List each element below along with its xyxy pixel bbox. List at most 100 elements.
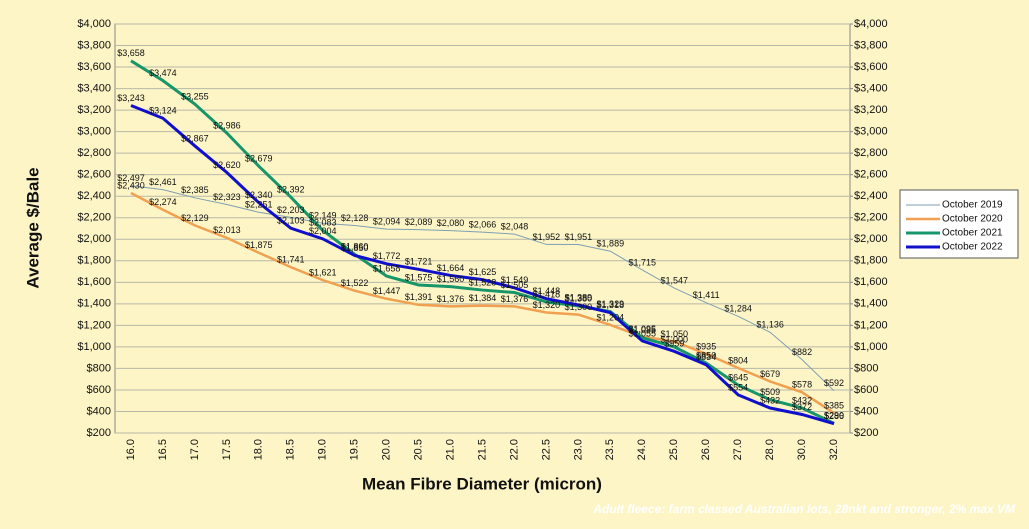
data-label: $2,128: [341, 213, 369, 223]
x-tick-label: 20.5: [412, 439, 424, 460]
series-line: [130, 59, 835, 425]
y-tick-label: $2,800: [77, 147, 111, 159]
y-tick-label: $2,600: [77, 169, 111, 181]
data-label: $3,255: [181, 92, 209, 102]
x-tick-label: 16.5: [157, 439, 169, 460]
data-label: $1,505: [501, 280, 529, 290]
data-label: $2,083: [309, 218, 337, 228]
data-label: $1,951: [565, 232, 593, 242]
series-line: [130, 104, 835, 426]
data-label: $679: [760, 369, 780, 379]
data-label: $3,474: [149, 68, 177, 78]
x-tick-label: 17.0: [189, 439, 201, 460]
data-label: $2,430: [117, 180, 145, 190]
data-label: $1,384: [469, 293, 497, 303]
data-label: $2,986: [213, 121, 241, 131]
y-tick-label: $2,000: [77, 233, 111, 245]
data-label: $1,055: [629, 328, 657, 338]
y-tick-label: $2,400: [77, 190, 111, 202]
y-tick-label: $1,400: [77, 298, 111, 310]
x-tick-label: 19.5: [349, 439, 361, 460]
data-label: $2,149: [309, 211, 337, 221]
data-label: $1,528: [469, 277, 497, 287]
data-label: $554: [728, 382, 748, 392]
data-label: $1,522: [341, 278, 369, 288]
data-label: $959: [664, 339, 684, 349]
y2-tick-label: $2,200: [854, 212, 888, 224]
series-line: [130, 191, 835, 415]
data-label: $1,447: [373, 286, 401, 296]
y2-tick-label: $3,200: [854, 104, 888, 116]
x-tick-label: 32.0: [828, 439, 840, 460]
x-tick-label: 22.5: [540, 439, 552, 460]
x-tick-label: 30.0: [796, 439, 808, 460]
data-label: $1,860: [341, 242, 369, 252]
y2-tick-label: $1,000: [854, 341, 888, 353]
data-label: $2,080: [437, 218, 465, 228]
y-axis-title: Average $/Bale: [23, 167, 42, 288]
y-tick-label: $4,000: [77, 18, 111, 30]
data-label: $1,625: [469, 267, 497, 277]
data-label: $1,741: [277, 255, 305, 265]
data-label: $3,124: [149, 106, 177, 116]
y2-tick-label: $1,400: [854, 298, 888, 310]
x-tick-label: 20.0: [381, 439, 393, 460]
footnote: Adult fleece: farm classed Australian lo…: [592, 502, 1016, 516]
x-tick-label: 21.5: [476, 439, 488, 460]
y2-tick-label: $4,000: [854, 18, 888, 30]
x-tick-label: 18.0: [253, 439, 265, 460]
y2-tick-label: $800: [854, 362, 878, 374]
data-label: $1,575: [405, 272, 433, 282]
x-tick-label: 21.0: [444, 439, 456, 460]
data-label: $1,560: [437, 274, 465, 284]
data-label: $1,875: [245, 240, 273, 250]
x-tick-label: 16.0: [125, 439, 137, 460]
data-label: $1,391: [405, 292, 433, 302]
data-label: $1,621: [309, 267, 337, 277]
y-tick-label: $800: [87, 362, 111, 374]
data-label: $1,318: [597, 300, 625, 310]
data-label: $1,664: [437, 263, 465, 273]
data-label: $1,721: [405, 257, 433, 267]
y-tick-label: $3,800: [77, 39, 111, 51]
data-label: $2,867: [181, 133, 209, 143]
data-label: $1,547: [660, 275, 688, 285]
y-tick-label: $200: [87, 427, 111, 439]
data-label: $2,385: [181, 185, 209, 195]
x-axis-title: Mean Fibre Diameter (micron): [362, 474, 602, 493]
y2-tick-label: $1,800: [854, 255, 888, 267]
y2-tick-label: $2,600: [854, 169, 888, 181]
data-label: $1,329: [597, 299, 625, 309]
data-label: $2,497: [117, 173, 145, 183]
data-label: $2,103: [277, 216, 305, 226]
x-tick-label: 17.5: [221, 439, 233, 460]
data-label: $1,000: [660, 334, 688, 344]
data-label: $432: [792, 395, 812, 405]
data-label: $1,389: [565, 292, 593, 302]
y2-tick-label: $400: [854, 405, 878, 417]
data-label: $882: [792, 347, 812, 357]
data-label: $1,320: [533, 300, 561, 310]
data-label: $385: [824, 400, 844, 410]
y-tick-label: $3,000: [77, 126, 111, 138]
data-label: $1,850: [341, 243, 369, 253]
y2-tick-label: $3,400: [854, 82, 888, 94]
data-label: $1,380: [565, 293, 593, 303]
data-label: $2,392: [277, 184, 305, 194]
y-tick-label: $3,600: [77, 61, 111, 73]
x-tick-label: 26.0: [700, 439, 712, 460]
data-label: $1,204: [597, 312, 625, 322]
data-label: $2,251: [245, 200, 273, 210]
legend-label: October 2020: [942, 214, 1003, 225]
y2-tick-label: $600: [854, 384, 878, 396]
data-label: $509: [760, 387, 780, 397]
data-label: $1,448: [533, 286, 561, 296]
data-label: $2,066: [469, 220, 497, 230]
data-label: $2,203: [277, 205, 305, 215]
data-label: $1,095: [629, 324, 657, 334]
data-label: $2,004: [309, 226, 337, 236]
data-label: $1,418: [533, 289, 561, 299]
data-label: $372: [792, 402, 812, 412]
data-label: $850: [696, 350, 716, 360]
